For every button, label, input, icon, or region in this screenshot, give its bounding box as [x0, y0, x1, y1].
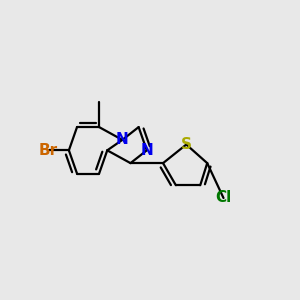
Text: Br: Br	[39, 143, 58, 158]
Text: N: N	[116, 132, 129, 147]
Text: Cl: Cl	[215, 190, 232, 206]
Text: S: S	[181, 137, 192, 152]
Text: N: N	[140, 143, 153, 158]
